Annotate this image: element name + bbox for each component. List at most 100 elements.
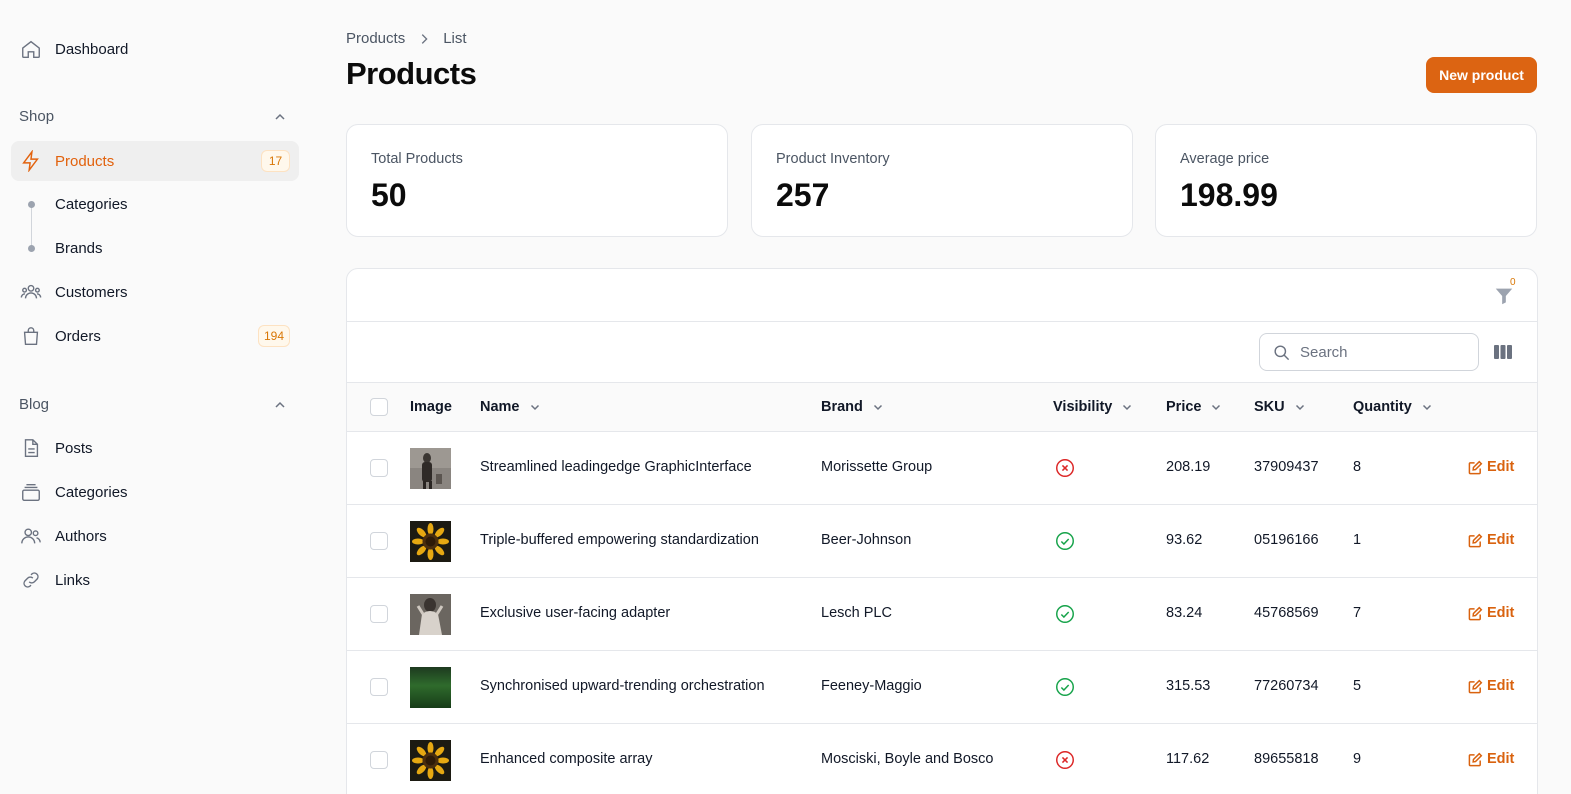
chevron-down-icon: [873, 404, 882, 411]
submenu-line: [31, 205, 32, 249]
sidebar-item-label: Orders: [55, 327, 101, 345]
sidebar-item-orders[interactable]: Orders 194: [11, 316, 299, 356]
product-brand: Beer-Johnson: [821, 532, 912, 548]
table-row[interactable]: Enhanced composite array Mosciski, Boyle …: [347, 724, 1537, 794]
sidebar-item-brands[interactable]: Brands: [55, 240, 103, 257]
pencil-square-icon: [1468, 460, 1483, 474]
product-price: 83.24: [1166, 605, 1203, 621]
product-brand: Mosciski, Boyle and Bosco: [821, 751, 994, 767]
column-label: Quantity: [1353, 399, 1412, 415]
row-checkbox[interactable]: [370, 532, 388, 550]
new-product-button[interactable]: New product: [1426, 57, 1537, 93]
column-header-quantity[interactable]: Quantity: [1353, 399, 1433, 415]
product-quantity: 8: [1353, 459, 1362, 475]
sidebar-item-links[interactable]: Links: [11, 560, 299, 600]
product-name: Synchronised upward-trending orchestrati…: [480, 678, 765, 694]
funnel-icon[interactable]: [1493, 285, 1515, 307]
search-input[interactable]: [1300, 343, 1460, 361]
column-label: Price: [1166, 399, 1202, 415]
home-icon: [22, 40, 40, 58]
product-name: Exclusive user-facing adapter: [480, 605, 671, 621]
product-name: Enhanced composite array: [480, 751, 653, 767]
edit-label: Edit: [1487, 532, 1515, 548]
column-header-name[interactable]: Name: [480, 399, 541, 415]
sidebar-item-label: Dashboard: [55, 40, 129, 58]
sidebar-item-posts[interactable]: Posts: [11, 428, 299, 468]
edit-button[interactable]: Edit: [1468, 532, 1514, 548]
count-badge: 194: [257, 325, 290, 347]
column-header-visibility[interactable]: Visibility: [1053, 399, 1133, 415]
link-icon: [23, 572, 39, 588]
edit-label: Edit: [1487, 459, 1515, 475]
search-box[interactable]: [1259, 333, 1479, 371]
product-thumbnail: [410, 448, 451, 489]
sidebar-item-blog-categories[interactable]: Categories: [11, 472, 299, 512]
sidebar-item-label: Authors: [55, 527, 107, 545]
sidebar-item-customers[interactable]: Customers: [11, 272, 299, 312]
sidebar-item-label: Posts: [55, 439, 93, 457]
sidebar-item-categories[interactable]: Categories: [55, 196, 128, 213]
column-header-sku[interactable]: SKU: [1254, 399, 1306, 415]
check-circle-icon: [1056, 678, 1074, 696]
x-circle-icon: [1056, 459, 1074, 477]
sidebar-item-label: Links: [55, 571, 91, 589]
stat-card-total-products: Total Products 50: [346, 124, 728, 237]
edit-button[interactable]: Edit: [1468, 459, 1514, 475]
column-header-brand[interactable]: Brand: [821, 399, 884, 415]
check-circle-icon: [1056, 532, 1074, 550]
pencil-square-icon: [1468, 679, 1483, 693]
product-quantity: 5: [1353, 678, 1362, 694]
view-columns-icon[interactable]: [1493, 342, 1513, 362]
product-sku: 89655818: [1254, 751, 1319, 767]
pencil-square-icon: [1468, 606, 1483, 620]
stat-label: Product Inventory: [776, 151, 890, 167]
breadcrumb-item-products[interactable]: Products: [346, 30, 406, 47]
filter-bar: 0: [347, 269, 1537, 322]
column-label: Visibility: [1053, 399, 1113, 415]
product-thumbnail: [410, 667, 451, 708]
row-checkbox[interactable]: [370, 751, 388, 769]
table-row[interactable]: Exclusive user-facing adapter Lesch PLC 83…: [347, 578, 1537, 651]
product-brand: Lesch PLC: [821, 605, 892, 621]
rectangle-stack-icon: [22, 483, 40, 501]
select-all-checkbox[interactable]: [370, 398, 388, 416]
chevron-up-icon[interactable]: [272, 397, 288, 413]
sidebar-item-dashboard[interactable]: Dashboard: [11, 29, 299, 69]
pencil-square-icon: [1468, 533, 1483, 547]
sidebar-group-blog: Blog: [19, 396, 50, 413]
stat-label: Total Products: [371, 151, 463, 167]
bolt-icon: [22, 150, 39, 172]
table-row[interactable]: Streamlined leadingedge GraphicInterface…: [347, 432, 1537, 505]
bullet-icon: [28, 245, 35, 252]
product-sku: 37909437: [1254, 459, 1319, 475]
product-quantity: 7: [1353, 605, 1362, 621]
row-checkbox[interactable]: [370, 678, 388, 696]
sidebar-item-products[interactable]: Products 17: [11, 141, 299, 181]
product-price: 315.53: [1166, 678, 1211, 694]
product-price: 208.19: [1166, 459, 1211, 475]
edit-label: Edit: [1487, 751, 1515, 767]
table-row[interactable]: Synchronised upward-trending orchestrati…: [347, 651, 1537, 724]
count-badge: 17: [261, 150, 290, 172]
column-header-price[interactable]: Price: [1166, 399, 1222, 415]
shopping-bag-icon: [23, 327, 39, 345]
search-icon: [1274, 345, 1290, 361]
product-brand: Feeney-Maggio: [821, 678, 922, 694]
product-brand: Morissette Group: [821, 459, 933, 475]
product-sku: 45768569: [1254, 605, 1319, 621]
product-thumbnail: [410, 740, 451, 781]
row-checkbox[interactable]: [370, 459, 388, 477]
sidebar-item-authors[interactable]: Authors: [11, 516, 299, 556]
row-checkbox[interactable]: [370, 605, 388, 623]
table-row[interactable]: Triple-buffered empowering standardizati…: [347, 505, 1537, 578]
edit-button[interactable]: Edit: [1468, 605, 1514, 621]
stat-value: 257: [776, 177, 830, 213]
edit-button[interactable]: Edit: [1468, 751, 1514, 767]
edit-button[interactable]: Edit: [1468, 678, 1514, 694]
stat-value: 198.99: [1180, 177, 1278, 213]
column-label: Name: [480, 399, 520, 415]
chevron-right-icon: [421, 33, 428, 44]
chevron-up-icon[interactable]: [272, 109, 288, 125]
product-quantity: 9: [1353, 751, 1362, 767]
edit-label: Edit: [1487, 605, 1515, 621]
